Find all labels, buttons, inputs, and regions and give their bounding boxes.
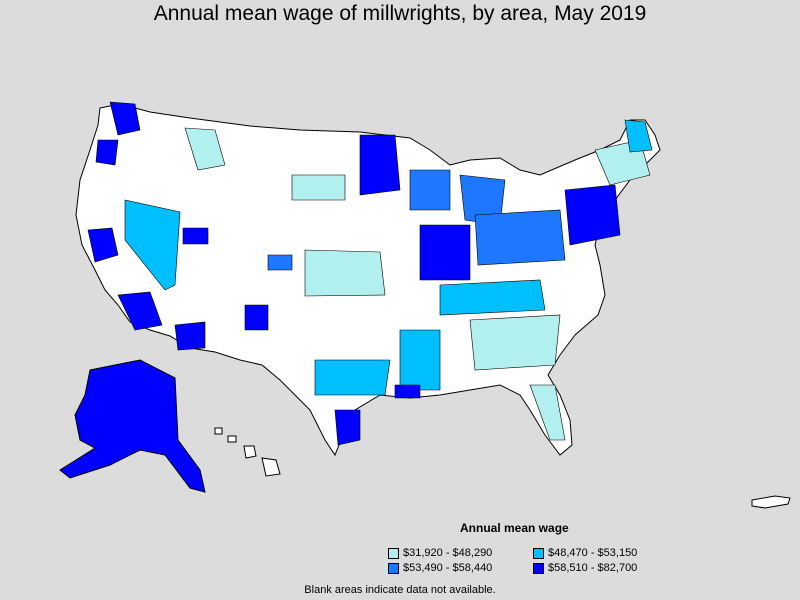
puerto-rico-shape <box>751 495 791 509</box>
legend-swatch-1 <box>388 547 399 559</box>
region-houston <box>334 409 361 446</box>
footnote: Blank areas indicate data not available. <box>304 584 496 596</box>
region-nevada <box>124 199 181 291</box>
region-minnesota <box>359 134 401 196</box>
legend-title: Annual mean wage <box>460 521 569 535</box>
region-maine <box>624 119 653 153</box>
region-illinois-indiana <box>419 224 471 281</box>
region-wisconsin <box>409 169 451 211</box>
region-mississippi <box>399 329 441 391</box>
region-southern-california <box>117 291 163 331</box>
legend-label-2: $48,470 - $53,150 <box>548 547 638 559</box>
region-southeast <box>469 314 561 371</box>
legend-swatch-4 <box>533 562 544 574</box>
region-arizona <box>174 321 206 351</box>
map-title: Annual mean wage of millwrights, by area… <box>153 2 647 25</box>
legend-item-4: $58,510 - $82,700 <box>533 562 637 574</box>
region-portland <box>95 139 119 166</box>
region-bay-area <box>87 227 119 263</box>
legend-label-3: $53,490 - $58,440 <box>403 562 493 574</box>
legend-swatch-2 <box>533 547 544 559</box>
region-texas-east <box>314 359 391 396</box>
region-new-mexico <box>244 304 269 331</box>
region-dakota <box>291 174 346 201</box>
legend-swatch-3 <box>388 562 399 574</box>
region-seattle <box>109 101 141 136</box>
region-utah <box>182 227 209 245</box>
region-northeast <box>564 184 621 246</box>
region-ohio-penn <box>474 209 566 266</box>
region-tennessee-kentucky <box>439 279 546 316</box>
legend-item-2: $48,470 - $53,150 <box>533 547 637 559</box>
region-louisiana-coast <box>394 384 421 399</box>
region-colorado <box>267 254 293 271</box>
hawaii-shape <box>214 427 281 477</box>
legend-item-1: $31,920 - $48,290 <box>388 547 492 559</box>
alaska-shape <box>59 359 206 493</box>
legend-label-4: $58,510 - $82,700 <box>548 562 638 574</box>
legend-item-3: $53,490 - $58,440 <box>388 562 492 574</box>
region-plains <box>304 249 386 297</box>
region-florida <box>529 384 566 441</box>
region-montana-west <box>184 127 226 171</box>
legend-label-1: $31,920 - $48,290 <box>403 547 493 559</box>
